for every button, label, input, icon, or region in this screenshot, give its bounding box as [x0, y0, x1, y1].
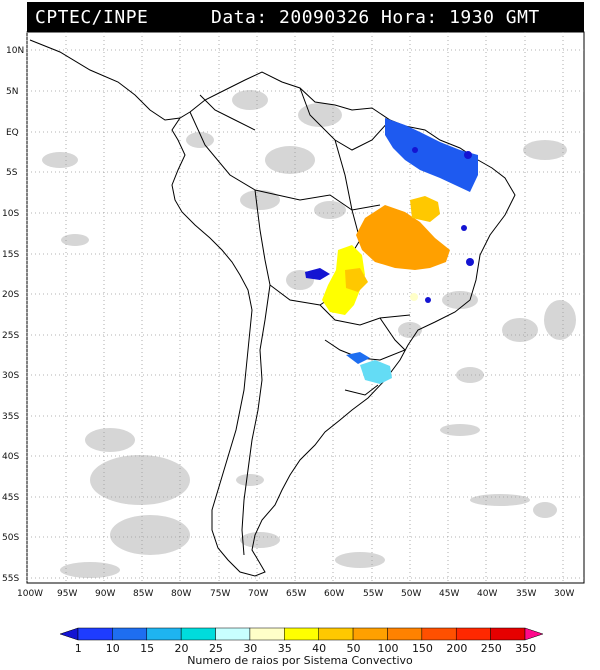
lat-label: 25S	[2, 331, 19, 341]
title-bar: CPTEC/INPE Data: 20090326 Hora: 1930 GMT	[27, 2, 584, 32]
convective-system-blue-ne	[385, 118, 478, 192]
colorbar-segment	[387, 627, 423, 641]
lat-label: 35S	[2, 412, 19, 422]
lat-label: 50S	[2, 533, 19, 543]
colorbar-tick-label: 350	[515, 642, 537, 655]
lat-label: 30S	[2, 371, 19, 381]
lon-label: 45W	[439, 589, 459, 599]
lon-label: 50W	[401, 589, 421, 599]
colorbar-segment	[455, 627, 491, 641]
colorbar-tick-label: 35	[277, 642, 292, 655]
colorbar-segment	[112, 627, 148, 641]
lat-label: EQ	[6, 128, 19, 138]
lat-label: 15S	[2, 250, 19, 260]
colorbar-segment	[77, 627, 113, 641]
colorbar-tick-label: 100	[377, 642, 399, 655]
colorbar-tick-label: 40	[312, 642, 327, 655]
colorbar-segment	[249, 627, 285, 641]
colorbar-segment	[180, 627, 216, 641]
source-label: CPTEC/INPE	[35, 7, 149, 28]
lon-label: 75W	[210, 589, 230, 599]
lon-label: 60W	[324, 589, 344, 599]
colorbar-tick-label: 50	[346, 642, 361, 655]
convective-system-yellow	[322, 245, 365, 315]
colorbar-segment	[146, 627, 182, 641]
colorbar-segment	[490, 627, 526, 641]
convective-system-orange	[356, 205, 450, 270]
colorbar-tick-label: 25	[208, 642, 223, 655]
lat-label: 10S	[2, 209, 19, 219]
colorbar-segment	[352, 627, 388, 641]
lat-label: 40S	[2, 452, 19, 462]
lon-label: 100W	[17, 589, 43, 599]
colorbar-segment	[318, 627, 354, 641]
colorbar-caption: Numero de raios por Sistema Convectivo	[187, 654, 413, 667]
convective-system-cyan	[360, 360, 392, 384]
colorbar-tick-label: 200	[446, 642, 468, 655]
colorbar-tick-label: 250	[480, 642, 502, 655]
colorbar	[59, 627, 544, 641]
lon-labels: 100W 95W 90W 85W 80W 75W 70W 65W 60W 55W…	[17, 589, 574, 599]
lat-label: 55S	[2, 574, 19, 584]
colorbar-tick-label: 20	[174, 642, 189, 655]
lon-label: 95W	[57, 589, 77, 599]
colorbar-segment	[59, 627, 79, 641]
lon-label: 55W	[363, 589, 383, 599]
datetime-label: Data: 20090326 Hora: 1930 GMT	[211, 7, 540, 28]
colorbar-segment	[524, 627, 544, 641]
colorbar-tick-label: 10	[105, 642, 120, 655]
lat-label: 5S	[6, 168, 18, 178]
lon-label: 80W	[171, 589, 191, 599]
lat-label: 20S	[2, 290, 19, 300]
cloud-fields	[42, 90, 576, 578]
colorbar-segment	[421, 627, 457, 641]
colorbar-tick-label: 1	[74, 642, 82, 655]
colorbar-tick-label: 150	[411, 642, 433, 655]
colorbar-segment	[284, 627, 319, 641]
lon-label: 70W	[248, 589, 268, 599]
lon-label: 90W	[95, 589, 115, 599]
lat-labels: 10N 5N EQ 5S 10S 15S 20S 25S 30S 35S 40S…	[2, 46, 24, 584]
convective-systems	[305, 118, 478, 384]
lat-label: 10N	[6, 46, 24, 56]
lon-label: 30W	[554, 589, 574, 599]
graticule	[26, 32, 584, 583]
colorbar-tick-label: 30	[243, 642, 258, 655]
colorbar-tick-label: 15	[140, 642, 155, 655]
lon-label: 85W	[133, 589, 153, 599]
lon-label: 40W	[477, 589, 497, 599]
lat-label: 5N	[6, 87, 18, 97]
lon-label: 35W	[516, 589, 536, 599]
lat-label: 45S	[2, 493, 19, 503]
lon-label: 65W	[286, 589, 306, 599]
colorbar-segment	[215, 627, 251, 641]
